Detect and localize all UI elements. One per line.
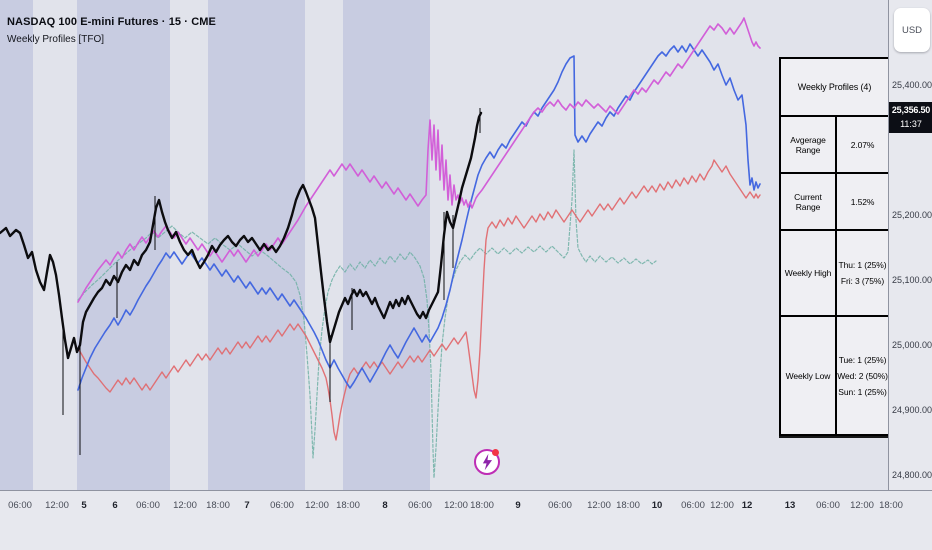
notification-dot: [492, 449, 499, 456]
indicator-legend[interactable]: Weekly Profiles [TFO]: [7, 34, 105, 45]
symbol-legend[interactable]: NASDAQ 100 E-mini Futures · 15 · CME: [7, 16, 216, 28]
stats-header-cell: Weekly Profiles (4): [797, 82, 872, 92]
lightning-event-marker[interactable]: [474, 449, 500, 475]
day-tick-label: 9: [515, 500, 521, 511]
time-tick-label: 18:00: [616, 500, 640, 511]
stats-label-cell: Current Range: [781, 174, 837, 229]
time-tick-label: 18:00: [336, 500, 360, 511]
stats-label-cell: Weekly Low: [781, 317, 837, 434]
day-tick-label: 7: [244, 500, 250, 511]
chart-pane[interactable]: NASDAQ 100 E-mini Futures · 15 · CME Wee…: [0, 0, 888, 490]
currency-toggle-button[interactable]: USD: [894, 8, 930, 52]
series-profile-magenta: [77, 17, 761, 303]
price-tick-label: 25,200.00: [892, 210, 932, 220]
chart-legend: NASDAQ 100 E-mini Futures · 15 · CME Wee…: [7, 16, 216, 45]
time-tick-label: 12:00: [45, 500, 69, 511]
price-tick-label: 25,000.00: [892, 340, 932, 350]
series-current-week-price-black: [0, 111, 483, 360]
time-tick-label: 18:00: [879, 500, 903, 511]
stats-value-line: Wed: 2 (50%): [837, 370, 888, 381]
day-tick-label: 5: [81, 500, 87, 511]
stats-row: Current Range 1.52%: [781, 174, 888, 231]
stats-value-line: 1.52%: [850, 196, 875, 207]
stats-row: Weekly High Thu: 1 (25%) Fri: 3 (75%): [781, 231, 888, 317]
price-tick-label: 24,900.00: [892, 405, 932, 415]
time-axis[interactable]: 06:00 12:00 5 6 06:00 12:00 18:00 7 06:00 12:00 18…: [0, 490, 932, 550]
stats-row: Weekly Profiles (4): [781, 59, 888, 117]
stats-row: Weekly Low Tue: 1 (25%) Wed: 2 (50%) Sun: 1…: [781, 317, 888, 434]
time-tick-label: 18:00: [206, 500, 230, 511]
last-price-badge: 25,356.50 11:37: [889, 102, 932, 134]
stats-value-cell: 1.52%: [837, 174, 888, 229]
day-tick-label: 8: [382, 500, 388, 511]
price-tick-label: 24,800.00: [892, 470, 932, 480]
last-price-value: 25,356.50: [891, 105, 931, 116]
time-tick-label: 12:00: [710, 500, 734, 511]
time-tick-label: 18:00: [470, 500, 494, 511]
time-tick-label: 12:00: [444, 500, 468, 511]
price-tick-label: 25,100.00: [892, 275, 932, 285]
price-series-plot: [0, 17, 761, 479]
day-tick-label: 13: [784, 500, 796, 511]
price-axis[interactable]: USD 25,400.00 25,200.00 25,100.00 25,000.00…: [888, 0, 932, 490]
time-tick-label: 12:00: [850, 500, 874, 511]
series-profile-teal: [77, 149, 657, 479]
time-tick-label: 06:00: [270, 500, 294, 511]
time-tick-label: 12:00: [305, 500, 329, 511]
time-tick-label: 06:00: [681, 500, 705, 511]
stats-value-line: Thu: 1 (25%): [838, 260, 887, 270]
series-profile-red: [77, 159, 761, 441]
stats-value-line: Tue: 1 (25%): [838, 354, 887, 365]
time-tick-label: 12:00: [587, 500, 611, 511]
bar-countdown: 11:37: [900, 119, 922, 130]
day-tick-label: 12: [741, 500, 753, 511]
stats-value-line: Fri: 3 (75%): [840, 276, 885, 286]
price-tick-label: 25,400.00: [892, 80, 932, 90]
session-band: [0, 0, 33, 490]
weekly-profiles-stats-table: Weekly Profiles (4) Avgerage Range 2.07% Cu…: [779, 57, 888, 436]
lightning-bolt-icon: [482, 453, 493, 471]
stats-row: Avgerage Range 2.07%: [781, 117, 888, 174]
time-tick-label: 06:00: [548, 500, 572, 511]
stats-label-cell: Weekly High: [781, 231, 837, 315]
stats-value-line: Sun: 1 (25%): [838, 386, 887, 397]
time-tick-label: 06:00: [816, 500, 840, 511]
stats-label-cell: Avgerage Range: [781, 117, 837, 172]
stats-value-cell: Thu: 1 (25%) Fri: 3 (75%): [837, 231, 888, 315]
stats-value-cell: 2.07%: [837, 117, 888, 172]
series-profile-blue: [77, 43, 761, 391]
time-tick-label: 06:00: [8, 500, 32, 511]
time-tick-label: 06:00: [136, 500, 160, 511]
stats-value-cell: Tue: 1 (25%) Wed: 2 (50%) Sun: 1 (25%): [837, 317, 888, 434]
time-tick-label: 06:00: [408, 500, 432, 511]
stats-value-line: 2.07%: [850, 139, 875, 150]
session-band: [343, 0, 430, 490]
time-tick-label: 12:00: [173, 500, 197, 511]
day-tick-label: 10: [651, 500, 663, 511]
day-tick-label: 6: [112, 500, 118, 511]
